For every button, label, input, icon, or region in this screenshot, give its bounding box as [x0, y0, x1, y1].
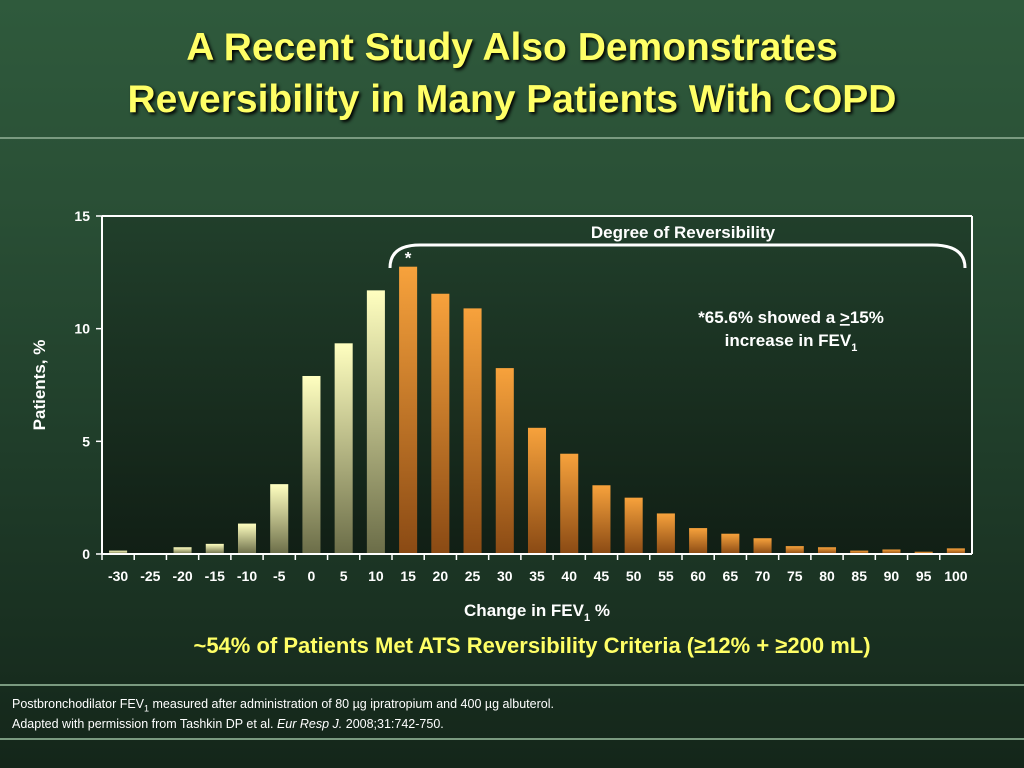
- x-tick-label: 65: [723, 568, 739, 584]
- y-tick-label: 5: [82, 433, 90, 449]
- bar-30: [495, 368, 514, 554]
- fev1-histogram: 0 5 10 15 -30 -25 -20 -15 -10 -5 0 5 10 15 20 25 30 35 40…: [30, 208, 972, 624]
- bar-75: [785, 546, 804, 554]
- slide-title: A Recent Study Also Demonstrates Reversi…: [0, 22, 1024, 126]
- bar--15: [205, 543, 224, 554]
- x-tick-label: 75: [787, 568, 803, 584]
- bar-20: [431, 293, 450, 554]
- x-tick-label: -5: [273, 568, 286, 584]
- bar-90: [882, 549, 901, 554]
- bar-50: [624, 497, 643, 554]
- x-tick-label: -25: [140, 568, 160, 584]
- bar-100: [946, 548, 965, 554]
- x-tick-label: 60: [690, 568, 706, 584]
- bar-85: [850, 550, 869, 554]
- bar-80: [817, 547, 837, 554]
- x-tick-label: 85: [851, 568, 867, 584]
- bar-45: [592, 485, 611, 554]
- reversibility-note-line-1: *65.6% showed a >15%: [698, 308, 884, 327]
- bar--30: [109, 550, 128, 554]
- x-tick-label: -10: [237, 568, 257, 584]
- x-tick-label: 45: [594, 568, 610, 584]
- title-line-2: Reversibility in Many Patients With COPD: [127, 78, 897, 121]
- y-tick-label: 0: [82, 546, 90, 562]
- bar-25: [463, 308, 482, 554]
- x-tick-label: -30: [108, 568, 128, 584]
- footnote-citation: Adapted with permission from Tashkin DP …: [12, 717, 444, 731]
- x-tick-label: 80: [819, 568, 835, 584]
- star-marker: *: [405, 249, 412, 268]
- x-tick-label: 95: [916, 568, 932, 584]
- footer-divider-bottom: [0, 738, 1024, 740]
- bar-0: [302, 375, 321, 554]
- y-tick-label: 10: [74, 321, 90, 337]
- x-tick-label: 5: [340, 568, 348, 584]
- bar--5: [270, 484, 289, 554]
- y-tick-label: 15: [74, 208, 90, 224]
- bar--10: [237, 523, 257, 554]
- reversibility-note-line-2: increase in FEV1: [725, 331, 858, 354]
- bar-10: [366, 290, 385, 554]
- x-tick-label: 55: [658, 568, 674, 584]
- bar-35: [527, 427, 547, 554]
- title-divider: [0, 137, 1024, 139]
- x-tick-label: 50: [626, 568, 642, 584]
- x-tick-label: -20: [172, 568, 192, 584]
- footer-divider-top: [0, 684, 1024, 686]
- bar-60: [689, 528, 708, 554]
- bar-15: [399, 266, 418, 554]
- y-ticks-group: 0 5 10 15: [74, 208, 102, 562]
- footnote-measurement: Postbronchodilator FEV1 measured after a…: [12, 697, 554, 714]
- x-tick-label: 20: [433, 568, 449, 584]
- x-tick-label: 35: [529, 568, 545, 584]
- bar-5: [334, 343, 353, 554]
- reversibility-bracket: [388, 243, 967, 269]
- criteria-statement: ~54% of Patients Met ATS Reversibility C…: [193, 633, 871, 658]
- bars-group: [109, 266, 965, 554]
- bar-55: [656, 513, 675, 554]
- x-tick-label: 40: [561, 568, 577, 584]
- bar-95: [914, 551, 933, 554]
- x-tick-label: 90: [884, 568, 900, 584]
- x-tick-label: -15: [205, 568, 225, 584]
- x-tick-label: 10: [368, 568, 384, 584]
- x-ticks-group: -30 -25 -20 -15 -10 -5 0 5 10 15 20 25 30 35 40 45 50 55 6…: [101, 554, 968, 584]
- x-tick-label: 25: [465, 568, 481, 584]
- x-tick-label: 15: [400, 568, 416, 584]
- bar--20: [173, 547, 192, 554]
- x-tick-label: 0: [308, 568, 316, 584]
- bar-65: [721, 533, 740, 554]
- x-tick-label: 70: [755, 568, 771, 584]
- bracket-label: Degree of Reversibility: [591, 223, 776, 242]
- bar-40: [560, 453, 579, 554]
- y-axis-label: Patients, %: [30, 340, 49, 431]
- x-axis-label: Change in FEV1 %: [464, 601, 610, 624]
- x-tick-label: 100: [944, 568, 968, 584]
- bar-70: [753, 538, 772, 554]
- title-line-1: A Recent Study Also Demonstrates: [186, 26, 838, 69]
- x-tick-label: 30: [497, 568, 513, 584]
